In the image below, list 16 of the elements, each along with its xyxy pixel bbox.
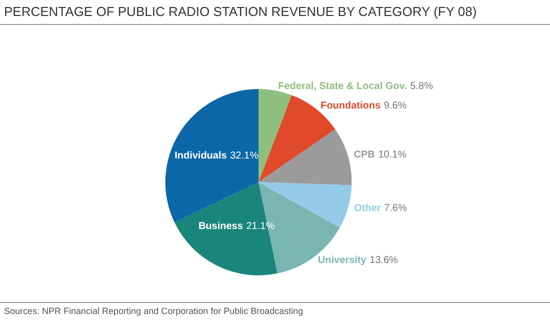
slice-label: Individuals <box>174 150 228 162</box>
data-label: 32.1% <box>230 150 259 162</box>
chart-title: PERCENTAGE OF PUBLIC RADIO STATION REVENUE BY CATEGORY (FY 08) <box>4 4 477 19</box>
data-label: 10.1% <box>378 149 407 160</box>
data-label: 21.1% <box>246 221 275 232</box>
data-label: 7.6% <box>384 202 407 214</box>
slice-label: Other <box>354 202 381 214</box>
slice-label: Federal, State & Local Gov. <box>278 81 408 92</box>
slice-label: Foundations <box>320 100 382 112</box>
data-label: 5.8% <box>410 81 434 92</box>
slice-label: University <box>318 255 367 266</box>
slice-label: CPB <box>354 149 375 160</box>
source-note: Sources: NPR Financial Reporting and Corporation for Public Broadcasting <box>4 306 304 316</box>
slice-label: Business <box>198 221 244 232</box>
data-label: 9.6% <box>384 100 407 112</box>
data-label: 13.6% <box>370 255 398 266</box>
